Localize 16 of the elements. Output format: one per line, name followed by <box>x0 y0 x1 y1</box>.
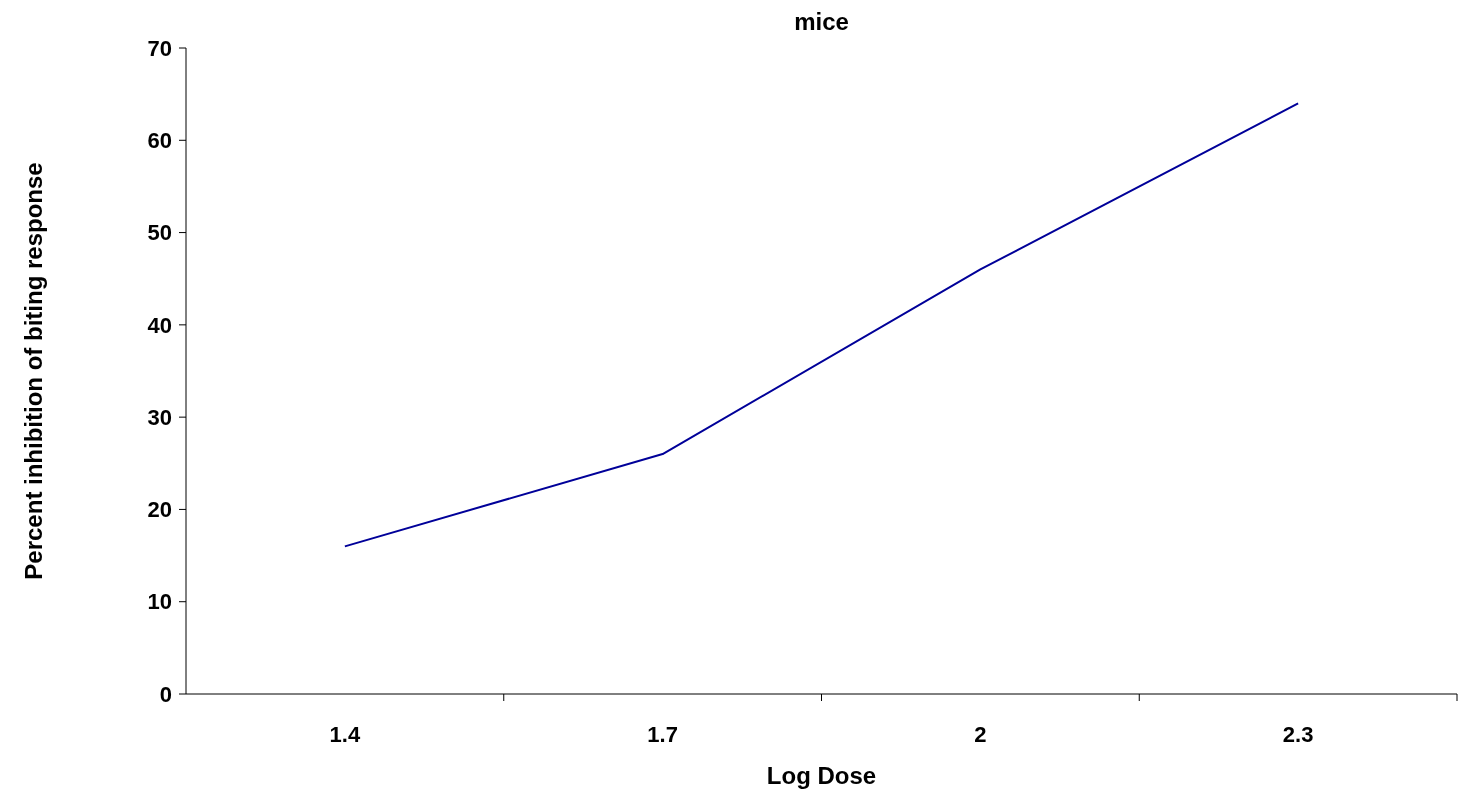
line-series <box>343 102 1300 548</box>
y-tick-label: 20 <box>147 497 172 523</box>
chart-title: mice <box>794 8 849 35</box>
y-tick-label: 40 <box>147 312 172 338</box>
y-tick-label: 30 <box>147 404 172 430</box>
x-tick-label: 2 <box>974 722 987 747</box>
x-axis-title: Log Dose <box>766 762 877 789</box>
x-tick-label: 2.3 <box>1282 722 1314 747</box>
y-tick-label: 70 <box>147 35 172 61</box>
x-tick-label: 1.7 <box>647 722 678 747</box>
y-tick-label: 0 <box>159 681 172 707</box>
y-tick-label: 50 <box>147 220 172 246</box>
y-axis-title: Percent inhibition of biting response <box>20 162 47 580</box>
y-tick-label: 10 <box>147 589 172 615</box>
y-tick-label: 60 <box>147 127 172 153</box>
x-tick-label: 1.4 <box>329 722 361 747</box>
